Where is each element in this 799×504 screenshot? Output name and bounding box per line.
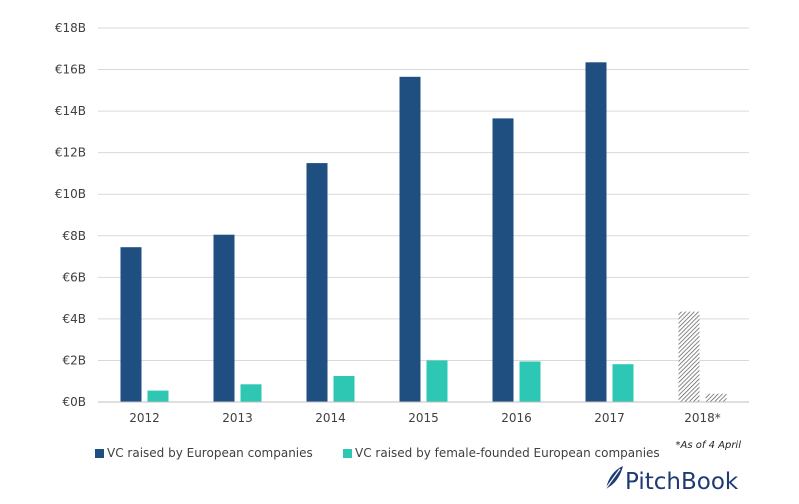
y-tick-label: €6B [62,270,86,284]
bar-vc-european-2015 [399,76,421,403]
bar-vc-female-founded-2013 [240,384,262,402]
bar-vc-european-2016 [492,118,514,403]
x-axis-ticks: 2012 2013 2014 2015 2016 2017 2018* [129,411,721,425]
y-tick-label: €10B [55,187,86,201]
gridlines [98,27,749,361]
bar-vc-european-2017 [585,62,607,403]
y-axis-ticks: €0B €2B €4B €6B €8B €10B €12B €14B €16B €18B [55,21,86,409]
bar-vc-female-founded-2017 [612,364,634,402]
bar-vc-female-founded-2018 [705,393,727,402]
bar-vc-european-2018 [678,311,700,402]
y-tick-label: €0B [62,395,86,409]
bar-vc-female-founded-2014 [333,376,355,402]
y-tick-label: €8B [62,229,86,243]
x-tick-label: 2014 [315,411,346,425]
legend-swatch-vc-female-founded [343,449,352,458]
bar-vc-female-founded-2016 [519,361,541,402]
y-tick-label: €14B [55,104,86,118]
y-tick-label: €12B [55,146,86,160]
footnote: *As of 4 April [676,440,742,451]
feather-icon-stroke [603,468,621,492]
bar-vc-european-2013 [213,234,235,402]
y-tick-label: €18B [55,21,86,35]
x-tick-label: 2012 [129,411,160,425]
legend-swatch-vc-european [95,449,104,458]
legend-label-vc-european: VC raised by European companies [107,446,313,460]
y-tick-label: €2B [62,353,86,367]
x-tick-label: 2015 [408,411,439,425]
bars [120,62,727,403]
x-tick-label: 2013 [222,411,253,425]
y-tick-label: €4B [62,312,86,326]
legend-label-vc-female-founded: VC raised by female-founded European com… [355,446,660,460]
pitchbook-logo: PitchBook [603,466,739,495]
x-tick-label: 2016 [501,411,532,425]
bar-vc-female-founded-2015 [426,360,448,402]
bar-vc-female-founded-2012 [147,390,169,402]
x-tick-label: 2017 [594,411,625,425]
bar-vc-european-2012 [120,247,142,402]
y-tick-label: €16B [55,63,86,77]
x-tick-label: 2018* [684,411,721,425]
legend: VC raised by European companies VC raise… [95,446,660,460]
brand-name: PitchBook [625,469,739,495]
bar-vc-european-2014 [306,163,328,402]
